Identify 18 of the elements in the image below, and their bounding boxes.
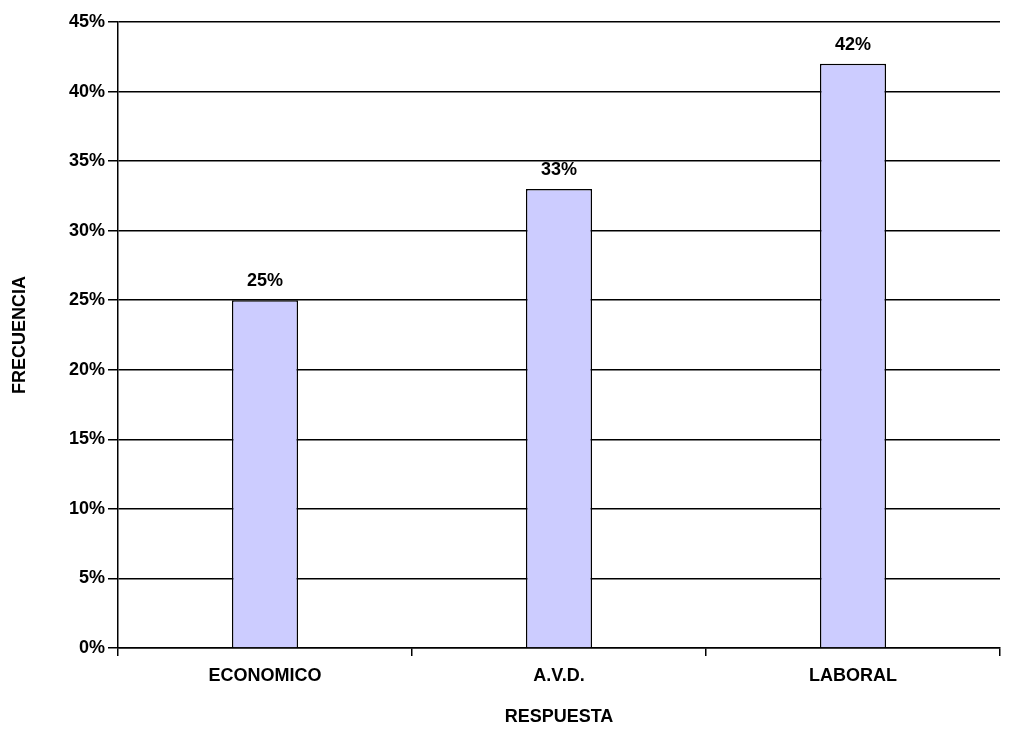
data-label: 33% xyxy=(540,158,578,179)
y-tick-label: 0% xyxy=(78,636,105,657)
y-tick-label: 10% xyxy=(68,497,105,518)
y-tick-label: 20% xyxy=(68,358,105,379)
data-label: 42% xyxy=(834,33,872,54)
x-tick-label: A.V.D. xyxy=(533,664,585,685)
x-axis-title: RESPUESTA xyxy=(504,706,614,727)
y-tick-label: 25% xyxy=(68,289,105,310)
y-tick-label: 40% xyxy=(68,80,105,101)
y-tick-label: 5% xyxy=(78,567,105,588)
y-tick-label: 45% xyxy=(68,10,105,31)
y-axis-title: FRECUENCIA xyxy=(8,275,29,395)
x-tick-label: ECONOMICO xyxy=(208,664,322,685)
y-tick-label: 15% xyxy=(68,428,105,449)
x-tick-label: LABORAL xyxy=(809,664,897,685)
y-tick-label: 35% xyxy=(68,150,105,171)
y-tick-label: 30% xyxy=(68,219,105,240)
data-label: 25% xyxy=(246,270,284,291)
